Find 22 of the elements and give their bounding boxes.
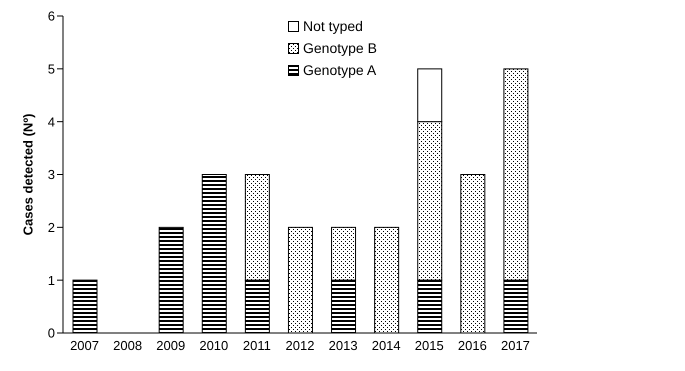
y-tick-label: 4: [48, 114, 55, 130]
legend-label: Genotype A: [303, 62, 376, 78]
y-tick-label: 3: [48, 167, 55, 182]
legend-label: Not typed: [303, 18, 363, 34]
x-tick-label: 2011: [242, 338, 271, 354]
y-tick-label: 2: [48, 220, 55, 235]
x-tick-label: 2008: [113, 338, 142, 354]
x-tick-label: 2016: [458, 338, 487, 354]
y-tick-label: 6: [48, 8, 55, 24]
x-tick-label: 2014: [372, 338, 401, 354]
legend-label: Genotype B: [303, 40, 377, 56]
y-axis-title: Cases detected (Nº): [20, 114, 36, 236]
x-tick-label: 2017: [500, 338, 530, 354]
x-tick-label: 2010: [199, 338, 228, 354]
x-tick-label: 2013: [328, 338, 358, 354]
x-tick-label: 2012: [286, 338, 314, 354]
y-tick-label: 1: [48, 272, 55, 288]
x-tick-label: 2007: [70, 338, 100, 354]
x-tick-label: 2009: [156, 338, 186, 354]
y-tick-label: 0: [48, 326, 55, 341]
x-tick-label: 2015: [414, 338, 444, 354]
y-tick-label: 5: [48, 61, 55, 76]
